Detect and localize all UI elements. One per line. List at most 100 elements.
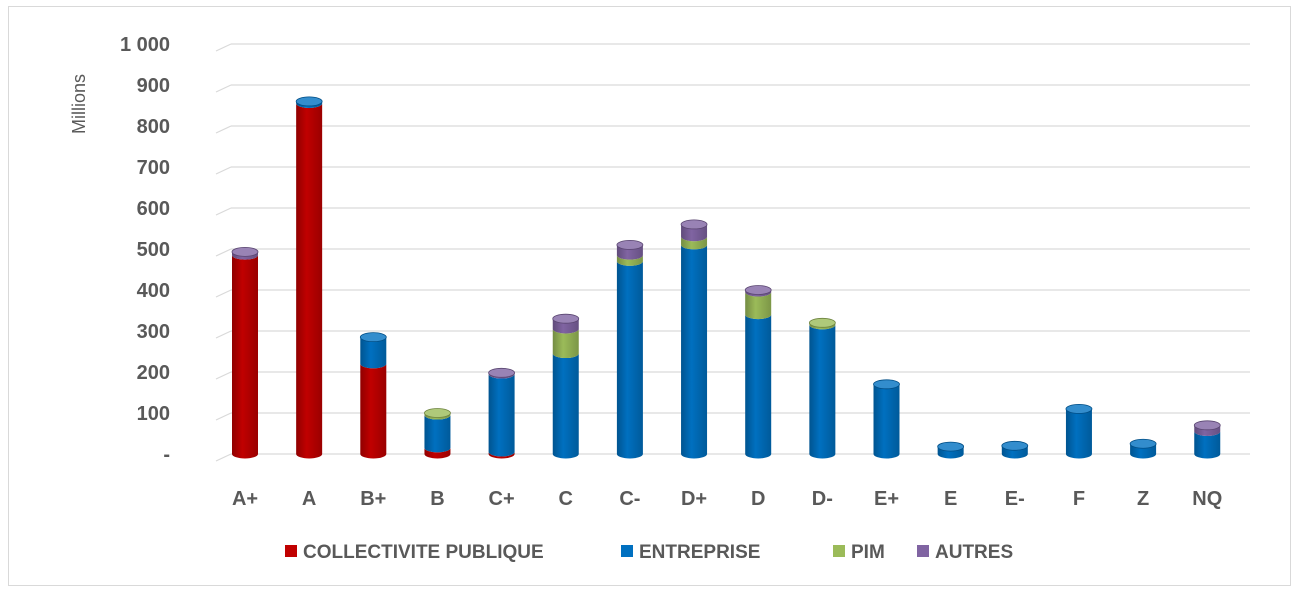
x-axis-ticks: A+ A B+ B C+ C C- D+ D D- E+ E E- F Z NQ: [232, 488, 1222, 510]
legend-swatch: [621, 545, 633, 557]
x-tick-label: E+: [874, 488, 899, 510]
grid-lines: [215, 43, 1250, 462]
bar-segment: [1194, 431, 1221, 459]
gridline-depth: [215, 84, 232, 93]
bar-segment: [552, 353, 579, 459]
x-tick-label: A+: [232, 488, 258, 510]
bar-cap: [1193, 420, 1221, 431]
gridline-depth: [215, 125, 232, 134]
y-tick-label: 700: [137, 157, 170, 179]
x-tick-label: B+: [360, 488, 386, 510]
y-tick-label: -: [163, 444, 170, 466]
x-tick-label: C: [559, 488, 573, 510]
x-tick-label: A: [302, 488, 316, 510]
gridline-depth: [215, 43, 232, 52]
y-tick-label: 900: [137, 75, 170, 97]
bar-cap: [552, 313, 580, 324]
bar-segment: [1065, 408, 1092, 459]
bar-segment: [552, 328, 579, 359]
stacked-bar-chart: - 100 200 300 400 500 600 700 800 900 1 000 Millio…: [69, 34, 1250, 563]
bar-segment: [616, 244, 643, 260]
x-tick-label: C-: [619, 488, 640, 510]
bar-cap: [231, 246, 259, 257]
legend-label: PIM: [851, 542, 885, 563]
bar-stack: [937, 441, 965, 459]
bar-segment: [296, 103, 323, 459]
bar-segment: [488, 451, 515, 459]
bar-cap: [1065, 403, 1093, 414]
bar-segment: [809, 324, 836, 459]
bar-stack: [488, 367, 516, 459]
bar-stack: [295, 96, 323, 459]
bar-stack: [873, 379, 900, 459]
bar-cap: [359, 332, 387, 343]
bar-cap: [680, 219, 708, 230]
legend-item: AUTRES: [917, 542, 1013, 563]
legend-swatch: [833, 545, 845, 557]
y-tick-label: 1 000: [120, 34, 170, 56]
y-axis-ticks: - 100 200 300 400 500 600 700 800 900 1 000: [120, 34, 170, 466]
legend-label: COLLECTIVITE PUBLIQUE: [303, 542, 544, 563]
gridline-depth: [215, 330, 232, 339]
bar-segment: [360, 363, 387, 459]
legend-swatch: [285, 545, 297, 557]
bar-segment: [681, 236, 708, 250]
bar-stack: [359, 332, 387, 459]
y-tick-label: 200: [137, 362, 170, 384]
bar-cap: [873, 379, 900, 390]
gridline-depth: [215, 207, 232, 216]
gridline-depth: [215, 248, 232, 257]
bar-stack: [231, 246, 259, 459]
x-tick-label: F: [1073, 488, 1085, 510]
x-tick-label: D+: [681, 488, 707, 510]
legend-label: ENTREPRISE: [639, 542, 760, 563]
bar-segment: [424, 415, 451, 453]
gridline-depth: [215, 289, 232, 298]
bar-segment: [424, 413, 451, 420]
bar-segment: [360, 337, 387, 369]
bar-stack: [552, 313, 580, 459]
bar-stack: [1193, 420, 1221, 459]
bar-segment: [232, 255, 258, 459]
bar-segment: [745, 290, 772, 297]
legend: COLLECTIVITE PUBLIQUE ENTREPRISE PIM AUTRES: [285, 542, 1013, 563]
bar-stack: [680, 219, 708, 459]
bar-cap: [488, 367, 516, 378]
gridline-depth: [215, 166, 232, 175]
bar-stack: [744, 285, 772, 459]
chart-frame: - 100 200 300 400 500 600 700 800 900 1 000 Millio…: [8, 6, 1291, 586]
bar-cap: [1129, 438, 1157, 449]
x-tick-label: C+: [489, 488, 515, 510]
bar-segment: [681, 244, 708, 459]
bars: [231, 96, 1221, 459]
bar-cap: [424, 408, 451, 418]
bar-segment: [232, 251, 258, 260]
x-tick-label: E-: [1005, 488, 1025, 510]
x-tick-label: Z: [1137, 488, 1149, 510]
x-tick-label: D-: [812, 488, 833, 510]
bar-segment: [873, 384, 900, 459]
bar-cap: [808, 317, 836, 328]
bar-cap: [616, 239, 644, 250]
bar-segment: [745, 314, 772, 459]
bar-stack: [808, 317, 836, 459]
legend-item: COLLECTIVITE PUBLIQUE: [285, 542, 544, 563]
gridline-depth: [215, 453, 232, 462]
bar-segment: [809, 322, 836, 330]
bar-segment: [616, 255, 643, 266]
legend-label: AUTRES: [935, 542, 1013, 563]
y-tick-label: 500: [137, 239, 170, 261]
bar-segment: [616, 261, 643, 459]
bar-stack: [424, 408, 451, 459]
x-tick-label: NQ: [1192, 488, 1222, 510]
legend-item: ENTREPRISE: [621, 542, 760, 563]
bar-cap: [937, 441, 965, 452]
bar-stack: [1001, 440, 1029, 459]
bar-segment: [1194, 425, 1221, 436]
bar-cap: [1001, 440, 1029, 451]
bar-segment: [296, 101, 323, 108]
bar-segment: [552, 318, 579, 334]
x-tick-label: D: [751, 488, 765, 510]
bar-segment: [1001, 445, 1028, 459]
y-tick-label: 600: [137, 198, 170, 220]
